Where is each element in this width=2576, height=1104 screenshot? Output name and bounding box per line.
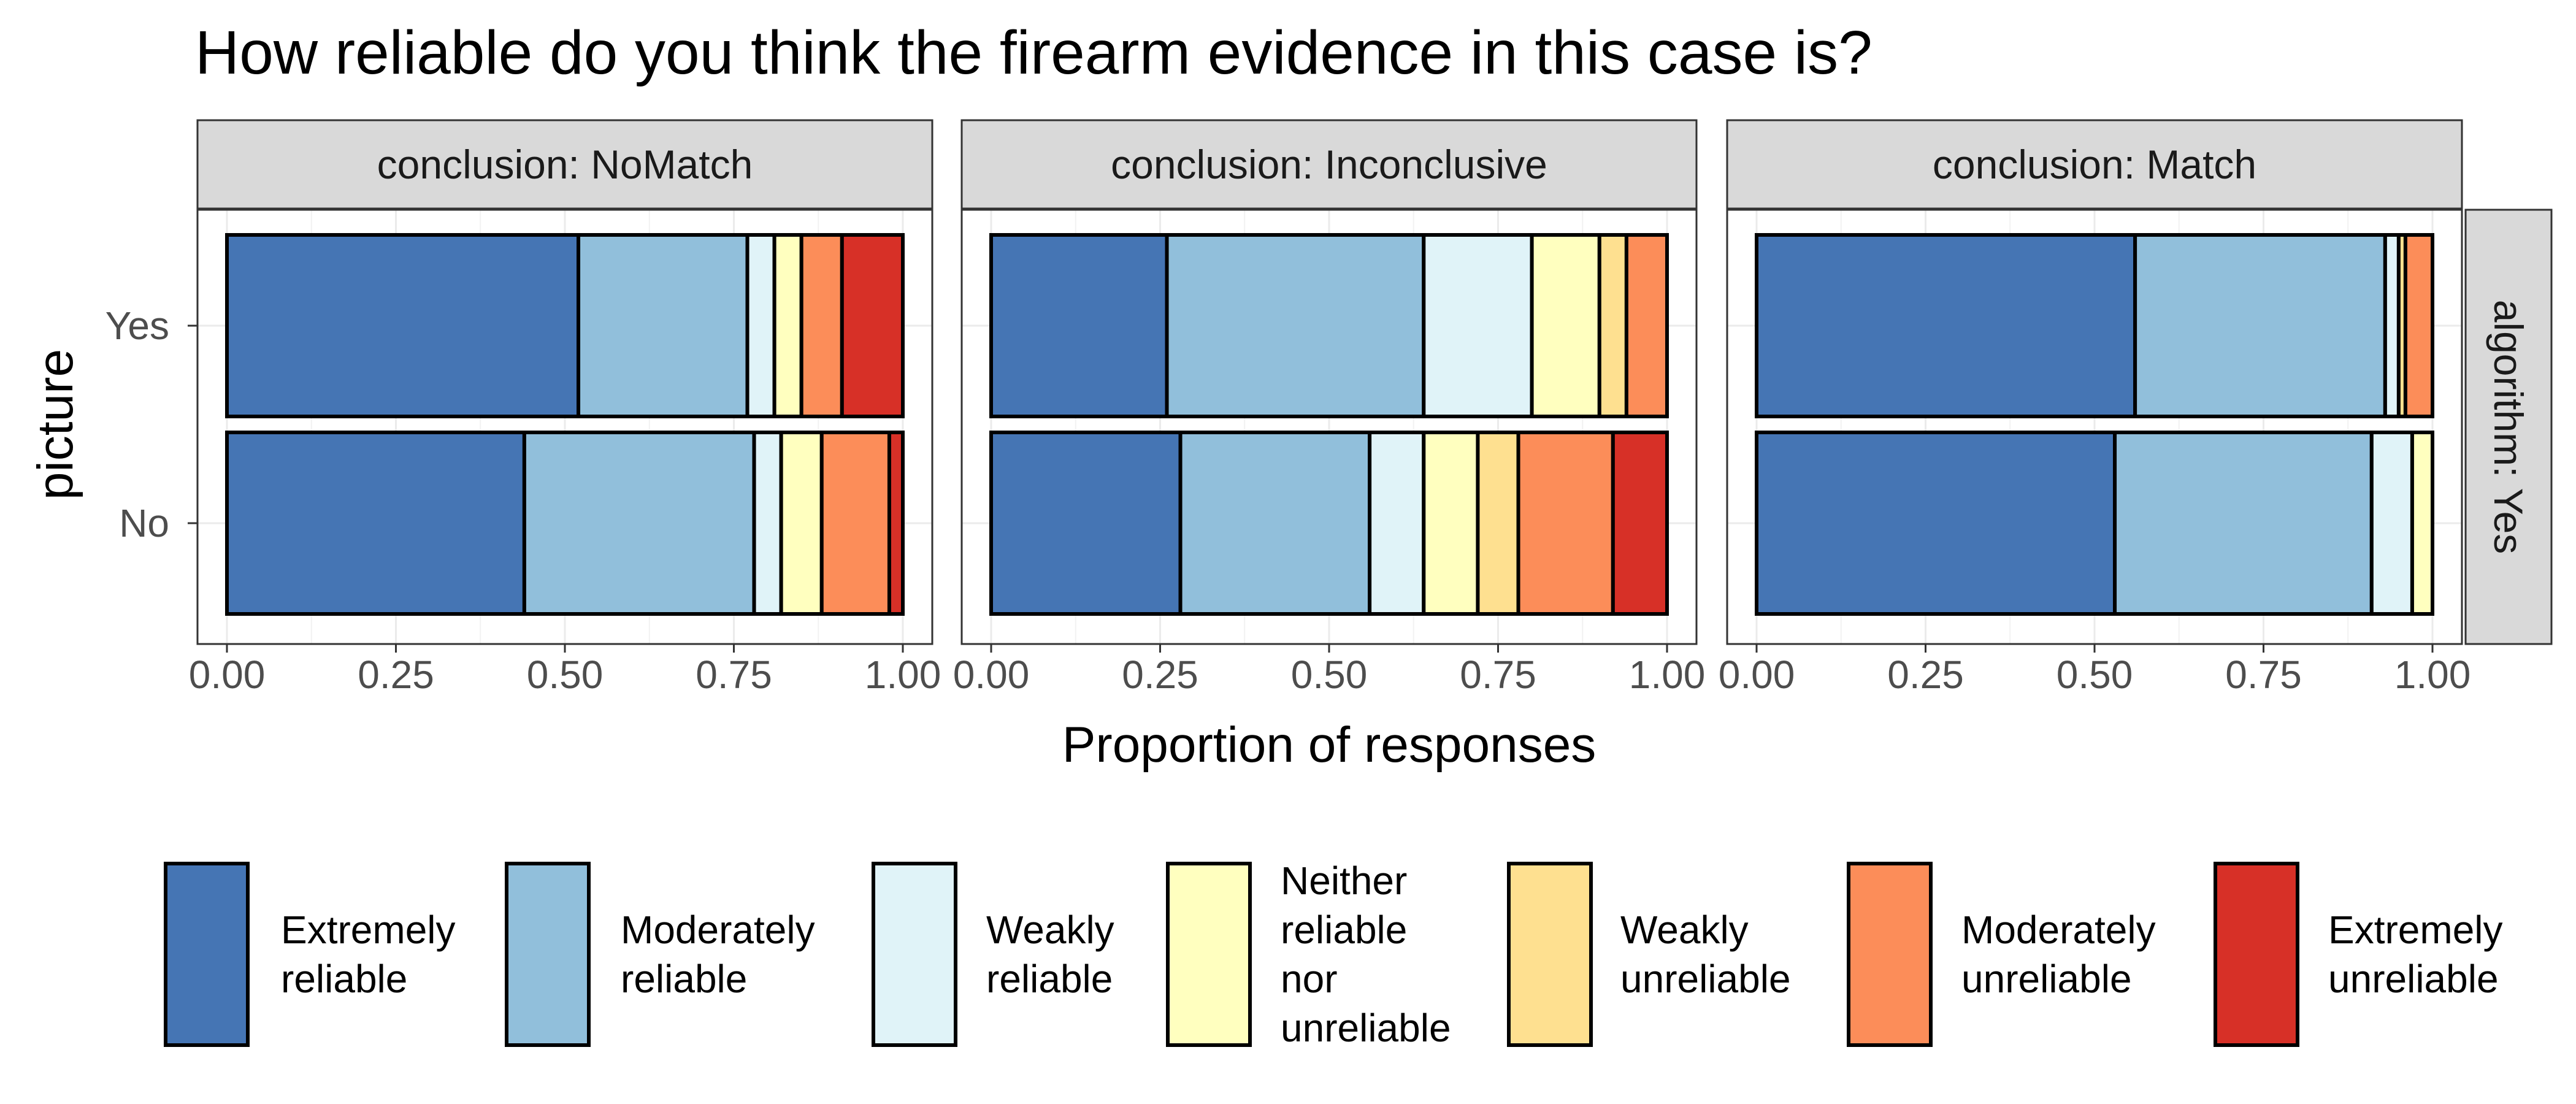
bar-segment xyxy=(2403,233,2434,418)
y-axis-title: picture xyxy=(28,349,83,500)
legend-label: Extremely reliable xyxy=(281,908,456,1001)
legend-key xyxy=(2214,862,2299,1047)
row-strip-label: algorithm: Yes xyxy=(2486,300,2531,554)
bar-segment xyxy=(799,233,844,418)
bar-segment xyxy=(1530,233,1601,418)
bar-segment xyxy=(772,233,803,418)
facet-panel: conclusion: Match 0.00 0.25 0.50 0.75 1.00 xyxy=(1719,119,2471,697)
x-tick-label: 0.00 xyxy=(189,653,266,697)
row-strip-box xyxy=(2464,209,2553,645)
bar-segment xyxy=(779,431,824,616)
facet-strip xyxy=(1726,119,2463,210)
y-tick-label: No xyxy=(119,501,169,545)
x-tick-label: 1.00 xyxy=(1629,653,1706,697)
bar-segment xyxy=(1476,431,1520,616)
x-tick-label: 0.00 xyxy=(1719,653,1795,697)
legend-key xyxy=(164,862,250,1047)
y-tick-label: Yes xyxy=(105,304,169,348)
legend-key xyxy=(505,862,591,1047)
facet-strip xyxy=(196,119,933,210)
facet-strip-label: conclusion: Match xyxy=(1933,142,2256,187)
legend-label: Neither reliable nor unreliable xyxy=(1281,859,1451,1050)
bar-segment xyxy=(1368,431,1426,616)
legend-key xyxy=(872,862,957,1047)
facet-panel: conclusion: Inconclusive 0.00 0.25 0.50 0.75… xyxy=(953,119,1706,697)
x-tick-label: 0.75 xyxy=(696,653,772,697)
bar-segment xyxy=(2113,431,2374,616)
bar-segment xyxy=(1755,431,2117,616)
x-tick-label: 0.75 xyxy=(2225,653,2302,697)
bar-segment xyxy=(989,431,1183,616)
bar-segment xyxy=(225,233,581,418)
legend-key xyxy=(1166,862,1252,1047)
bar-segment xyxy=(745,233,776,418)
bar-segment xyxy=(2410,431,2434,616)
chart-title: How reliable do you think the firearm ev… xyxy=(195,18,1873,87)
x-tick-label: 0.25 xyxy=(1887,653,1964,697)
legend-key xyxy=(1847,862,1933,1047)
bar-segment xyxy=(1422,233,1534,418)
legend: Extremely reliable Moderately reliable Weakl… xyxy=(164,859,2503,1050)
row-strip: algorithm: Yes xyxy=(2464,209,2553,645)
bar-segment xyxy=(577,233,749,418)
x-tick-label: 0.25 xyxy=(1122,653,1198,697)
bar-segment xyxy=(1611,431,1669,616)
x-tick-label: 0.50 xyxy=(527,653,604,697)
bar-segment xyxy=(225,431,526,616)
bar-segment xyxy=(522,431,756,616)
legend-label: Weakly unreliable xyxy=(1620,908,1791,1001)
facet-strip-label: conclusion: NoMatch xyxy=(377,142,753,187)
x-tick-label: 1.00 xyxy=(865,653,941,697)
x-tick-label: 1.00 xyxy=(2394,653,2471,697)
bar-segment xyxy=(887,431,905,616)
legend-label: Moderately reliable xyxy=(621,908,815,1001)
legend-label: Moderately unreliable xyxy=(1961,908,2156,1001)
bar-segment xyxy=(752,431,783,616)
bar-segment xyxy=(819,431,891,616)
facet-strip xyxy=(960,119,1698,210)
bar-segment xyxy=(1597,233,1628,418)
bar-segment xyxy=(989,233,1169,418)
bar-segment xyxy=(1422,431,1480,616)
bar-segment xyxy=(2133,233,2387,418)
x-tick-label: 0.50 xyxy=(2057,653,2133,697)
x-tick-label: 0.25 xyxy=(358,653,434,697)
facet-panel: conclusion: NoMatch 0.00 0.25 0.50 0.75 1.00 xyxy=(189,119,941,697)
facet-strip-label: conclusion: Inconclusive xyxy=(1111,142,1547,187)
bar-segment xyxy=(840,233,905,418)
bar-segment xyxy=(1516,431,1615,616)
bar-segment xyxy=(1178,431,1372,616)
bar-segment xyxy=(1165,233,1426,418)
legend-label: Extremely unreliable xyxy=(2328,908,2503,1001)
x-tick-label: 0.50 xyxy=(1291,653,1368,697)
bar-segment xyxy=(2383,233,2401,418)
bar-segment xyxy=(2369,431,2414,616)
x-tick-label: 0.00 xyxy=(953,653,1030,697)
bar-segment xyxy=(1755,233,2137,418)
bar-segment xyxy=(1624,233,1669,418)
y-axis: Yes No xyxy=(105,304,197,545)
x-axis-title: Proportion of responses xyxy=(1062,717,1597,773)
x-tick-label: 0.75 xyxy=(1460,653,1536,697)
legend-label: Weakly reliable xyxy=(986,908,1114,1001)
legend-key xyxy=(1507,862,1593,1047)
